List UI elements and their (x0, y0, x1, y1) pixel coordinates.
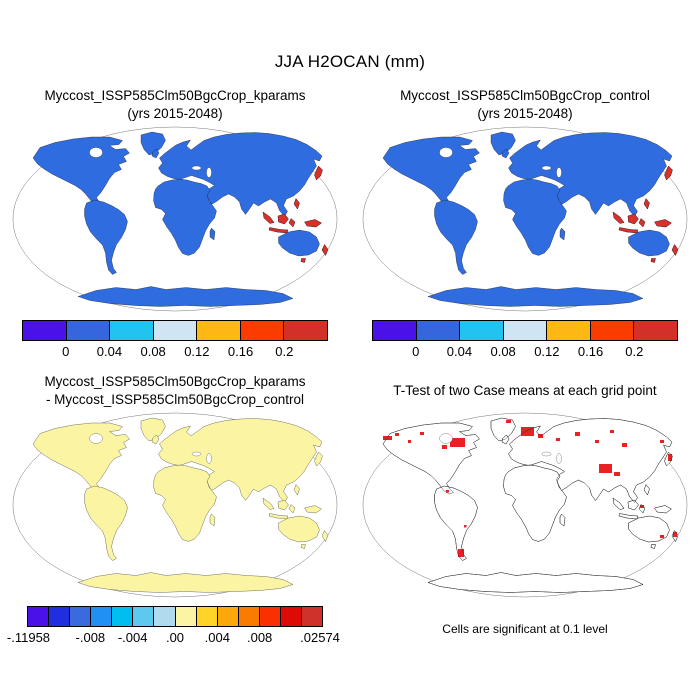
colorbar-tick-row: -.11958 -.008 -.004 .00 .004 .008 .02574 (7, 627, 340, 646)
colorbar-tick-label: -.008 (75, 630, 106, 645)
colorbar-segment (153, 321, 198, 340)
colorbar-segments (22, 320, 328, 341)
panel-title-line2: (yrs 2015-2048) (127, 106, 223, 121)
colorbar-segment (373, 321, 417, 340)
colorbar-mean-right: 0 0.04 0.08 0.12 0.16 0.2 (372, 320, 678, 360)
colorbar-segment (284, 321, 328, 340)
colorbar-segment (66, 321, 111, 340)
colorbar-tick-label: 0.2 (275, 344, 294, 359)
colorbar-tick-label: 0.16 (227, 344, 254, 359)
panel-title-line1: Myccost_ISSP585Clm50BgcCrop_kparams (44, 374, 306, 390)
panel-title-ttest: T-Test of two Case means at each grid po… (393, 372, 656, 410)
colorbar-segment (460, 321, 504, 340)
colorbar-tick-label: 0.08 (140, 344, 166, 359)
colorbar-segment (240, 321, 285, 340)
panel-difference: Myccost_ISSP585Clm50BgcCrop_kparams - My… (0, 372, 350, 646)
land-fill (32, 417, 329, 593)
colorbar-tick-label: 0 (62, 344, 70, 359)
map-ttest (362, 412, 688, 598)
colorbar-difference: -.11958 -.008 -.004 .00 .004 .008 .02574 (7, 606, 340, 646)
colorbar-segment (70, 607, 92, 626)
panel-kparams-mean: Myccost_ISSP585Clm50BgcCrop_kparams (yrs… (0, 86, 350, 360)
colorbar-mean-left: 0 0.04 0.08 0.12 0.16 0.2 (22, 320, 328, 360)
colorbar-tick-label: -.004 (117, 630, 148, 645)
panel-title-line1: Myccost_ISSP585Clm50BgcCrop_control (400, 88, 650, 104)
colorbar-tick-label: 0.04 (446, 344, 473, 359)
colorbar-tick-label: 0.04 (96, 344, 123, 359)
colorbar-tick-label: .02574 (300, 630, 340, 645)
colorbar-tick-label: 0.2 (625, 344, 644, 359)
colorbar-segment (49, 607, 71, 626)
colorbar-segment (197, 321, 241, 340)
colorbar-segment (238, 607, 260, 626)
colorbar-segment (590, 321, 635, 340)
panel-grid: Myccost_ISSP585Clm50BgcCrop_kparams (yrs… (0, 86, 700, 646)
panel-title-line1: T-Test of two Case means at each grid po… (393, 383, 657, 399)
colorbar-segment (217, 607, 239, 626)
colorbar-tick-row: 0 0.04 0.08 0.12 0.16 0.2 (22, 341, 328, 360)
panel-title-line1: Myccost_ISSP585Clm50BgcCrop_kparams (44, 88, 306, 104)
figure-title: JJA H2OCAN (mm) (274, 52, 426, 71)
colorbar-tick-label: 0.08 (490, 344, 516, 359)
panel-ttest: T-Test of two Case means at each grid po… (350, 372, 700, 646)
colorbar-tick-label: 0.12 (534, 344, 560, 359)
colorbar-segment (112, 607, 134, 626)
panel-control-mean: Myccost_ISSP585Clm50BgcCrop_control (yrs… (350, 86, 700, 360)
colorbar-segment (175, 607, 197, 626)
colorbar-segments (27, 606, 323, 627)
globe-outline (12, 412, 338, 598)
colorbar-tick-row: 0 0.04 0.08 0.12 0.16 0.2 (372, 341, 678, 360)
panel-title-control: Myccost_ISSP585Clm50BgcCrop_control (yrs… (400, 86, 650, 124)
colorbar-segment (23, 321, 67, 340)
ttest-caption: Cells are significant at 0.1 level (442, 622, 608, 636)
colorbar-tick-label: 0 (412, 344, 420, 359)
colorbar-segment (28, 607, 50, 626)
high-value-islands (262, 165, 329, 263)
colorbar-segment (196, 607, 218, 626)
panel-title-difference: Myccost_ISSP585Clm50BgcCrop_kparams - My… (44, 372, 305, 410)
colorbar-tick-label: 0.16 (577, 344, 604, 359)
panel-title-line2: - Myccost_ISSP585Clm50BgcCrop_control (45, 392, 305, 407)
colorbar-tick-label: .004 (204, 630, 230, 645)
colorbar-tick-label: 0.12 (184, 344, 210, 359)
globe-outline (12, 126, 338, 312)
panel-title-line2: (yrs 2015-2048) (477, 106, 573, 121)
high-value-islands (612, 165, 679, 263)
colorbar-segment (154, 607, 176, 626)
colorbar-segments (372, 320, 678, 341)
map-control-mean (362, 126, 688, 312)
colorbar-segment (133, 607, 155, 626)
colorbar-segment (416, 321, 461, 340)
colorbar-segment (302, 607, 323, 626)
colorbar-segment (91, 607, 113, 626)
significant-cells-layer (383, 420, 677, 557)
colorbar-segment (634, 321, 678, 340)
map-difference (12, 412, 338, 598)
colorbar-segment (259, 607, 281, 626)
colorbar-tick-label: -.11958 (6, 630, 51, 645)
colorbar-tick-label: .008 (246, 630, 273, 645)
globe-outline (362, 126, 688, 312)
colorbar-tick-label: .00 (165, 630, 185, 645)
globe-outline (362, 412, 688, 598)
panel-title-kparams: Myccost_ISSP585Clm50BgcCrop_kparams (yrs… (44, 86, 305, 124)
colorbar-segment (110, 321, 154, 340)
colorbar-segment (280, 607, 303, 626)
colorbar-segment (503, 321, 548, 340)
colorbar-segment (547, 321, 591, 340)
map-kparams-mean (12, 126, 338, 312)
land-outline (382, 417, 679, 593)
